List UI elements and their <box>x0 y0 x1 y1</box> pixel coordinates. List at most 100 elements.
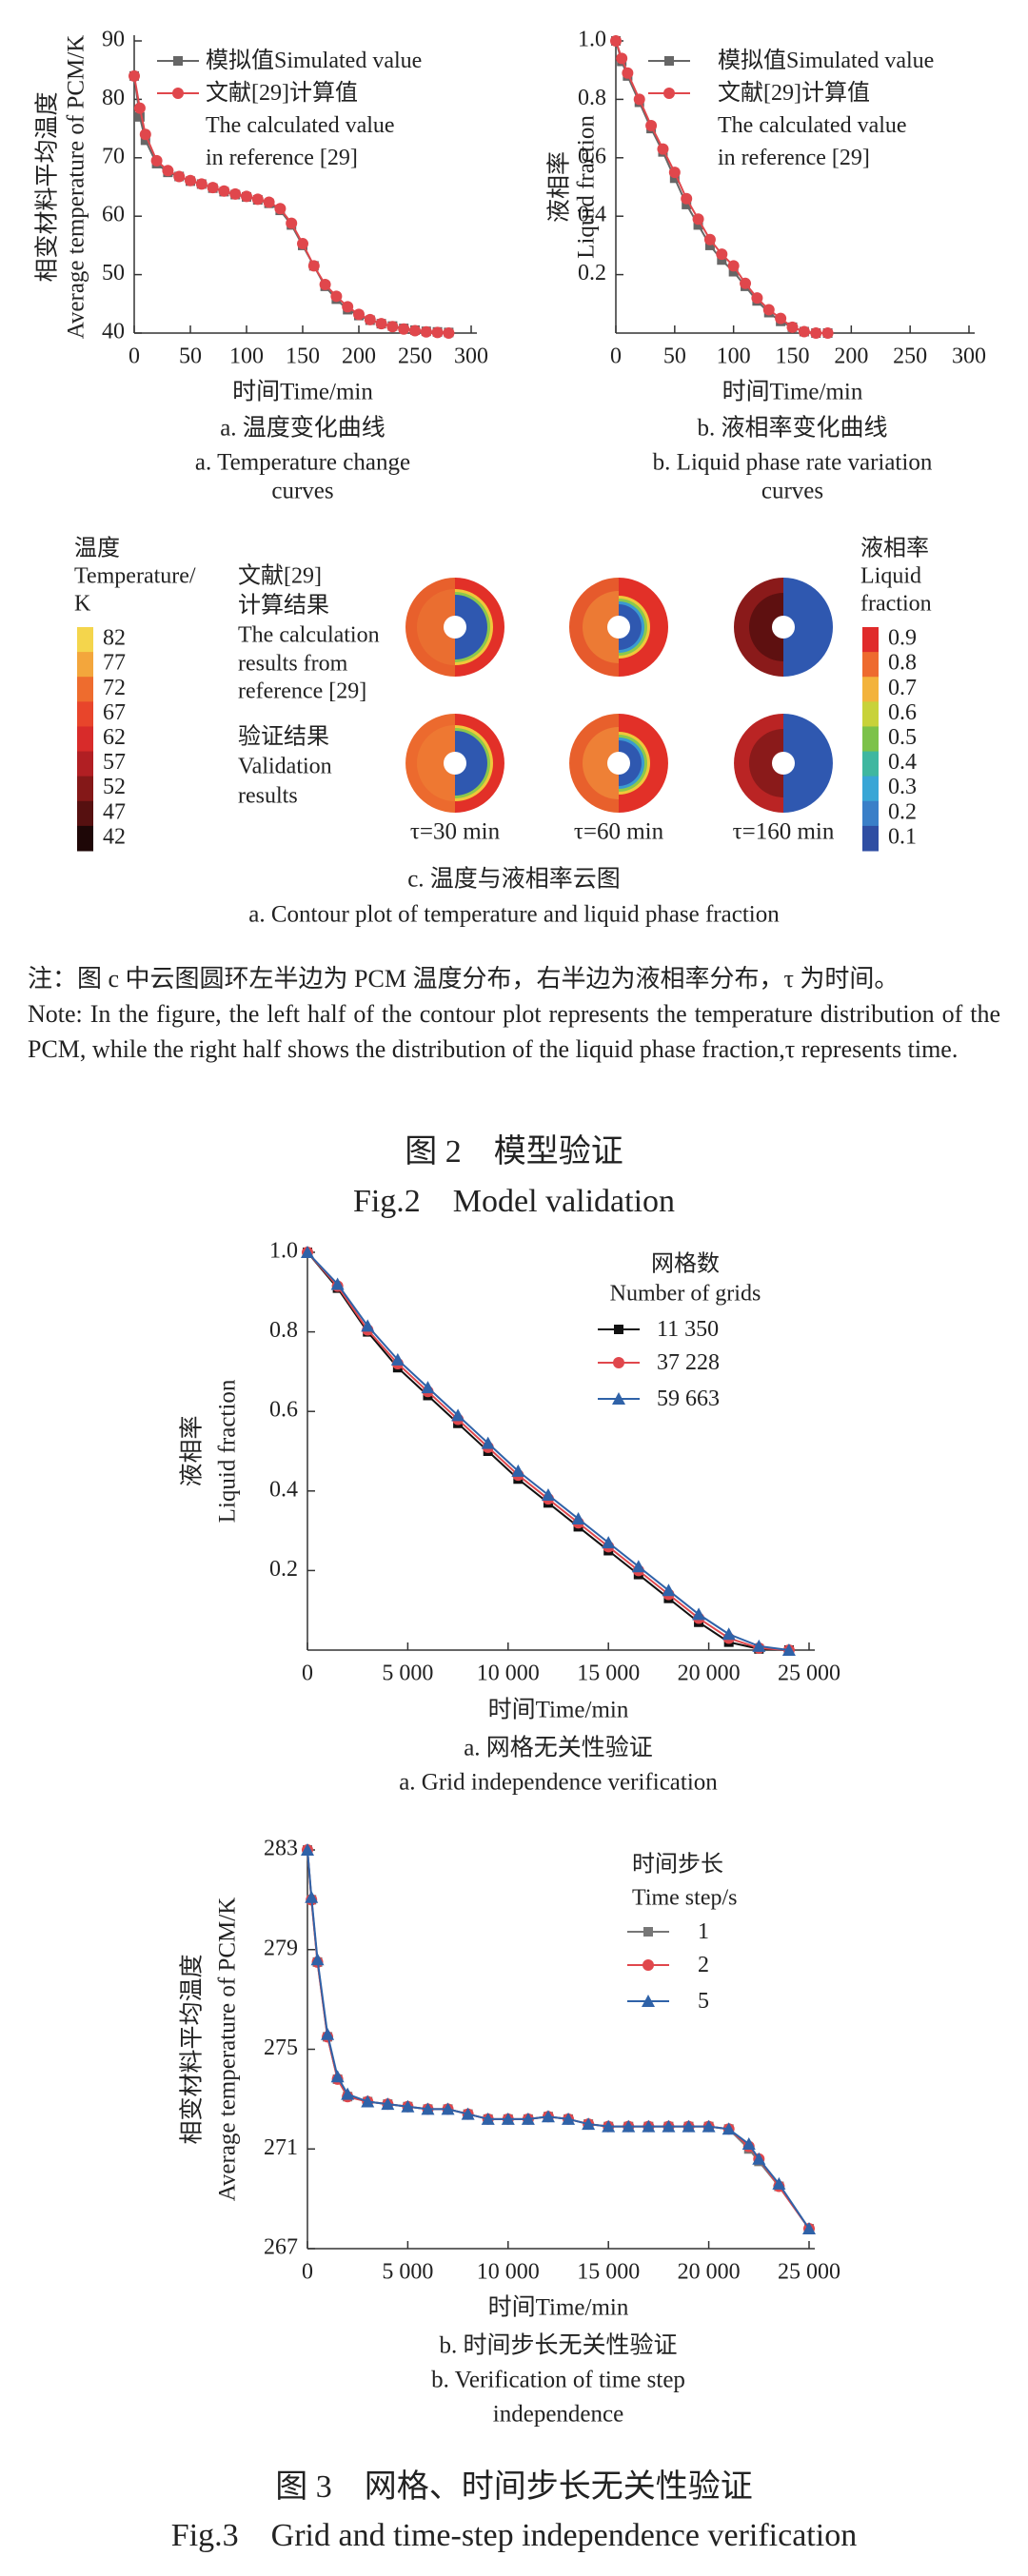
y-tick-label: 271 <box>264 2135 298 2160</box>
data-point <box>301 1843 314 1856</box>
x-axis-title: 时间Time/min <box>232 379 373 405</box>
legend-label: 1 <box>698 1919 709 1944</box>
data-point <box>616 52 628 65</box>
legend-marker <box>664 56 674 66</box>
data-point <box>716 248 728 261</box>
data-point <box>398 323 410 335</box>
contour-half <box>783 714 833 813</box>
data-point <box>762 304 775 316</box>
data-point <box>420 325 432 338</box>
x-tick-label: 100 <box>229 344 264 369</box>
x-tick-label: 10 000 <box>477 2260 540 2285</box>
data-point <box>386 321 399 333</box>
data-point <box>431 326 444 339</box>
data-point <box>810 327 822 339</box>
y-tick-label: 70 <box>102 144 125 168</box>
data-point <box>361 1319 375 1332</box>
x-tick-label: 15 000 <box>577 2260 640 2285</box>
data-point <box>740 277 752 289</box>
data-point <box>571 1512 585 1525</box>
data-point <box>541 2110 555 2123</box>
data-point <box>481 1436 495 1449</box>
colorbar-cell <box>862 825 879 852</box>
colorbar-cell <box>77 776 93 802</box>
data-point <box>521 2112 535 2125</box>
series-line <box>306 1251 789 1651</box>
y-tick-label: 0.4 <box>578 203 606 227</box>
data-point <box>330 1277 345 1290</box>
colorbar-label: 0.6 <box>888 700 917 725</box>
legend-label: 59 663 <box>657 1386 720 1411</box>
x-tick-label: 5 000 <box>382 1662 433 1686</box>
x-tick-label: 50 <box>663 344 686 369</box>
time-label: τ=160 min <box>733 819 835 845</box>
caption: b. 液相率变化曲线 <box>697 415 887 442</box>
caption: c. 温度与液相率云图 <box>407 866 621 893</box>
data-point <box>692 1607 706 1621</box>
data-point <box>582 2117 596 2131</box>
data-point <box>263 196 275 208</box>
contour-hole <box>772 752 795 775</box>
data-point <box>195 178 208 190</box>
note-zh: 注：图 c 中云图圆环左半边为 PCM 温度分布，右半边为液相率分布，τ 为时间… <box>28 965 900 993</box>
time-label: τ=60 min <box>574 819 664 845</box>
data-point <box>319 279 331 291</box>
y-tick-label: 283 <box>264 1837 298 1861</box>
data-point <box>668 167 681 179</box>
contour-hole <box>772 616 795 639</box>
data-point <box>364 313 376 325</box>
caption: independence <box>493 2402 623 2428</box>
y-tick-label: 267 <box>264 2235 298 2260</box>
caption: b. 时间步长无关性验证 <box>439 2332 677 2359</box>
legend-title: Time step/s <box>632 1886 737 1911</box>
colorbar-cell <box>862 800 879 827</box>
data-point <box>610 35 622 47</box>
legend-title: 网格数 <box>651 1251 720 1277</box>
y-tick-label: 1.0 <box>578 28 606 52</box>
time-label: τ=30 min <box>410 819 501 845</box>
data-point <box>717 255 727 265</box>
legend-marker <box>172 88 184 99</box>
colorbar-title: K <box>74 592 91 617</box>
colorbar-label: 52 <box>103 775 126 799</box>
data-point <box>409 324 421 337</box>
data-point <box>310 1953 325 1966</box>
caption: a. Temperature change <box>195 450 410 476</box>
legend-title: Number of grids <box>610 1282 761 1307</box>
y-axis-title: 液相率 <box>546 151 573 223</box>
colorbar-label: 0.5 <box>888 725 917 750</box>
data-point <box>501 2112 515 2125</box>
colorbar-title: Temperature/ <box>74 564 196 589</box>
y-axis-title: Average temperature of PCM/K <box>215 1898 241 2202</box>
contour-hole <box>607 616 630 639</box>
data-point <box>692 213 704 226</box>
data-point <box>381 2097 395 2111</box>
data-point <box>798 325 810 338</box>
colorbar-label: 0.4 <box>888 750 917 775</box>
contour-half <box>455 731 487 796</box>
caption: curves <box>271 479 333 504</box>
figure-title-zh: 图 2 模型验证 <box>405 1134 623 1170</box>
row-label: 文献[29] <box>238 563 322 589</box>
legend-label: 文献[29]计算值 The calculated value in refere… <box>206 81 395 170</box>
colorbar-cell <box>77 677 93 702</box>
data-point <box>602 1536 616 1549</box>
y-tick-label: 0.2 <box>578 261 606 285</box>
data-point <box>321 2027 335 2040</box>
data-point <box>481 2112 495 2125</box>
legend-title: 时间步长 <box>632 1852 723 1878</box>
data-point <box>772 2176 786 2190</box>
legend-label: 2 <box>698 1953 709 1977</box>
data-point <box>727 260 740 272</box>
data-point <box>702 2119 716 2133</box>
data-point <box>752 2152 766 2165</box>
data-point <box>301 1246 314 1258</box>
colorbar-cell <box>77 701 93 727</box>
data-point <box>140 135 150 146</box>
colorbar-label: 0.8 <box>888 651 917 676</box>
colorbar-label: 62 <box>103 725 126 750</box>
x-tick-label: 5 000 <box>382 2260 433 2285</box>
row-label: reference [29] <box>238 679 366 704</box>
y-axis-title: Liquid fraction <box>574 115 600 259</box>
